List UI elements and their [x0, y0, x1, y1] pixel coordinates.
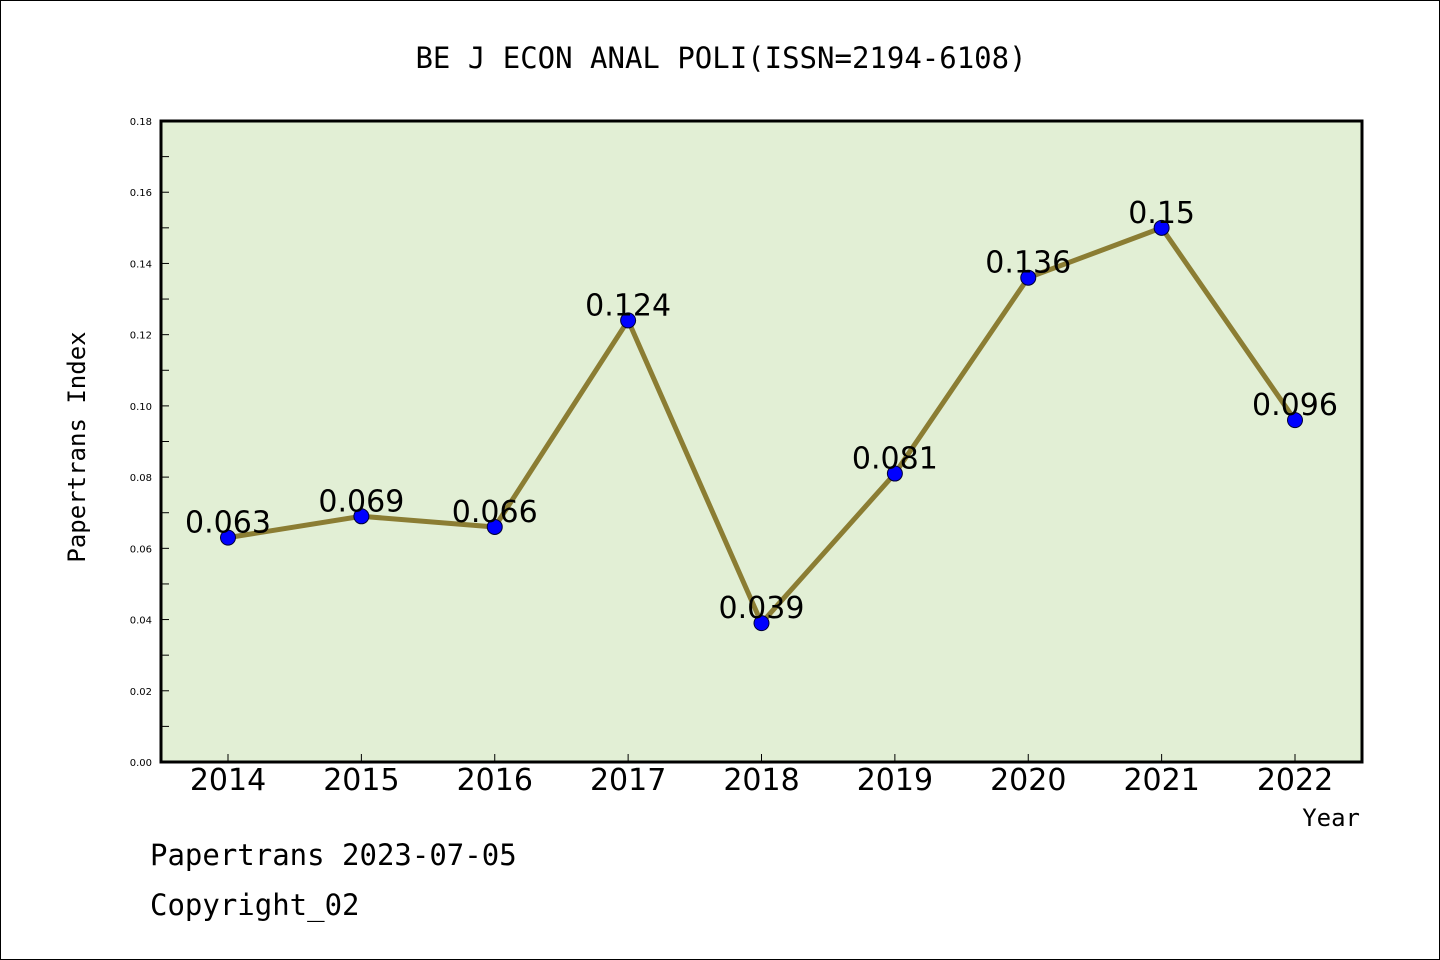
x-tick-label: 2014 [190, 763, 266, 798]
data-label: 0.066 [452, 495, 538, 530]
data-point [1020, 269, 1037, 286]
y-tick-label: 0.08 [130, 473, 152, 484]
x-axis: 2014 2015 2016 2017 2018 2019 2020 2021 2022 [190, 754, 1333, 798]
x-tick-label: 2018 [723, 763, 799, 798]
data-point [620, 312, 637, 329]
data-label: 0.124 [585, 288, 671, 323]
y-tick-label: 0.10 [130, 402, 152, 413]
data-point [753, 615, 770, 632]
y-axis-label: Papertrans Index [63, 331, 91, 562]
x-tick-label: 2019 [857, 763, 933, 798]
data-label: 0.15 [1128, 196, 1195, 231]
x-tick-label: 2021 [1123, 763, 1199, 798]
data-label: 0.069 [318, 484, 404, 519]
y-tick-label: 0.16 [130, 188, 152, 199]
y-tick-label: 0.14 [130, 259, 152, 270]
x-axis-label: Year [1302, 804, 1360, 832]
data-point [486, 518, 503, 535]
y-tick-label: 0.12 [130, 331, 152, 342]
x-tick-label: 2015 [323, 763, 399, 798]
data-label: 0.063 [185, 506, 271, 541]
data-label: 0.096 [1252, 388, 1338, 423]
footer-copyright-text: Copyright_02 [150, 888, 360, 923]
data-label: 0.081 [852, 442, 938, 477]
data-point [220, 529, 236, 546]
y-axis: 0.00 0.02 0.04 0.06 0.08 0.10 0.12 0.14 0.16 0.18 [130, 117, 169, 769]
data-label: 0.136 [985, 246, 1071, 281]
data-point [1153, 219, 1170, 236]
y-tick-label: 0.06 [130, 544, 152, 555]
x-tick-label: 2022 [1257, 763, 1333, 798]
data-point [353, 508, 370, 525]
y-tick-label: 0.18 [130, 117, 152, 128]
y-tick-label: 0.04 [130, 616, 152, 627]
x-tick-label: 2020 [990, 763, 1066, 798]
x-tick-label: 2016 [457, 763, 533, 798]
chart-title: BE J ECON ANAL POLI(ISSN=2194-6108) [415, 41, 1026, 75]
data-point [1287, 412, 1303, 429]
data-label: 0.039 [719, 591, 805, 626]
footer-date-text: Papertrans 2023-07-05 [150, 838, 517, 872]
x-tick-label: 2017 [590, 763, 666, 798]
series-group: 0.063 0.069 0.066 0.124 0.039 0.081 0.136 0.15 0… [185, 196, 1338, 632]
y-tick-label: 0.02 [130, 687, 152, 698]
y-tick-label: 0.00 [130, 758, 152, 769]
data-point [886, 465, 903, 482]
